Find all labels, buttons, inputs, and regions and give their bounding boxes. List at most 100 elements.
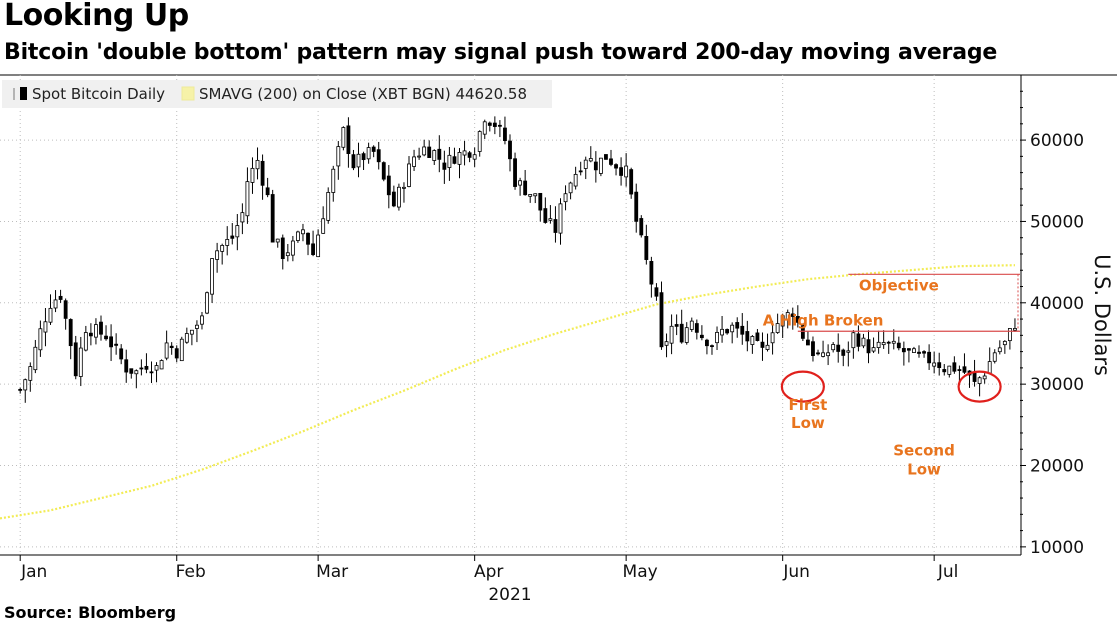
- candle-body: [452, 156, 457, 164]
- annotation-label: Second: [893, 442, 955, 460]
- candle-body: [270, 194, 275, 243]
- candle-body: [356, 153, 361, 168]
- candle-body: [503, 127, 507, 141]
- candle-body: [255, 159, 260, 170]
- candle-body: [265, 187, 270, 196]
- candle-body: [23, 379, 28, 391]
- candle-body: [482, 121, 487, 135]
- candle-body: [982, 375, 987, 380]
- candle-body: [63, 300, 68, 319]
- sma-line: [0, 264, 1016, 520]
- candle-body: [563, 193, 568, 203]
- legend-series1-label: Spot Bitcoin Daily: [32, 85, 165, 103]
- candle-body: [296, 231, 300, 241]
- candle-body: [619, 167, 624, 176]
- candle-body: [705, 339, 709, 347]
- candle-layer: [18, 116, 1017, 403]
- candle-body: [689, 320, 694, 330]
- candle-body: [770, 332, 775, 344]
- candle-body: [891, 340, 896, 344]
- candle-body: [538, 192, 543, 211]
- candle-body: [927, 351, 932, 364]
- source-note: Source: Bloomberg: [4, 603, 177, 622]
- candle-body: [301, 229, 305, 235]
- candle-body: [442, 162, 447, 170]
- candle-body: [649, 261, 654, 285]
- candle-body: [856, 333, 861, 347]
- candle-body: [311, 243, 315, 256]
- candle-body: [790, 313, 795, 317]
- candle-body: [407, 163, 411, 187]
- candle-body: [48, 307, 53, 323]
- candle-body: [235, 225, 240, 238]
- candle-body: [922, 351, 926, 354]
- candle-body: [851, 332, 856, 349]
- candle-body: [669, 325, 674, 344]
- candle-body: [604, 154, 608, 160]
- candle-body: [952, 362, 957, 372]
- candle-body: [245, 181, 250, 217]
- candle-body: [755, 332, 760, 341]
- candle-body: [53, 299, 58, 309]
- candle-body: [694, 323, 699, 333]
- candle-body: [901, 348, 906, 353]
- annotation-label: First: [788, 396, 827, 414]
- x-tick-label: Jan: [20, 562, 47, 582]
- candle-body: [487, 122, 492, 126]
- candle-body: [396, 186, 401, 208]
- candle-body: [679, 323, 684, 343]
- candle-body: [215, 250, 220, 260]
- candle-body: [861, 337, 866, 347]
- candle-body: [886, 341, 891, 344]
- candle-body: [94, 324, 98, 338]
- candle-body: [836, 344, 841, 352]
- candle-body: [609, 158, 613, 165]
- candle-body: [427, 146, 432, 158]
- legend-box: [2, 80, 552, 108]
- candle-body: [326, 192, 331, 221]
- marker-layer: [780, 370, 1002, 403]
- candle-body: [139, 367, 144, 370]
- candle-body: [467, 152, 472, 158]
- candle-body: [68, 319, 73, 347]
- candle-body: [179, 338, 184, 362]
- candle-body: [730, 324, 735, 333]
- candle-body: [578, 170, 583, 173]
- candle-body: [715, 331, 719, 344]
- candle-body: [205, 292, 209, 314]
- annotation-label: A High Broken: [763, 312, 884, 330]
- candle-body: [58, 295, 63, 300]
- annotation-label: Objective: [859, 277, 939, 295]
- first-low-circle: [780, 370, 825, 403]
- candle-body: [386, 175, 391, 196]
- y-tick-label: 30000: [1030, 375, 1084, 395]
- candle-body: [795, 315, 800, 323]
- candle-body: [391, 191, 396, 207]
- chart-subtitle: Bitcoin 'double bottom' pattern may sign…: [4, 40, 998, 65]
- candle-body: [614, 164, 618, 169]
- y-tick-label: 40000: [1030, 294, 1084, 314]
- candle-body: [932, 362, 937, 367]
- candle-body: [33, 346, 38, 371]
- candle-body: [18, 389, 23, 391]
- candle-body: [710, 345, 714, 348]
- candle-body: [917, 351, 921, 354]
- candle-body: [1013, 328, 1017, 331]
- candle-body: [321, 218, 326, 234]
- candle-body: [462, 150, 467, 156]
- candle-body: [366, 147, 371, 160]
- candle-body: [780, 315, 785, 327]
- candle-body: [806, 339, 810, 346]
- candle-body: [184, 333, 189, 343]
- candle-body: [523, 180, 528, 196]
- candle-body: [997, 347, 1002, 353]
- candle-body: [634, 191, 639, 222]
- x-tick-label: May: [623, 562, 658, 582]
- candle-body: [447, 154, 452, 168]
- candle-body: [826, 352, 831, 357]
- y-tick-label: 60000: [1030, 131, 1084, 151]
- legend-series2-label: SMAVG (200) on Close (XBT BGN) 44620.58: [199, 85, 527, 103]
- candle-body: [159, 360, 164, 370]
- second-low-circle: [957, 370, 1002, 403]
- x-tick-label: Jul: [937, 562, 959, 582]
